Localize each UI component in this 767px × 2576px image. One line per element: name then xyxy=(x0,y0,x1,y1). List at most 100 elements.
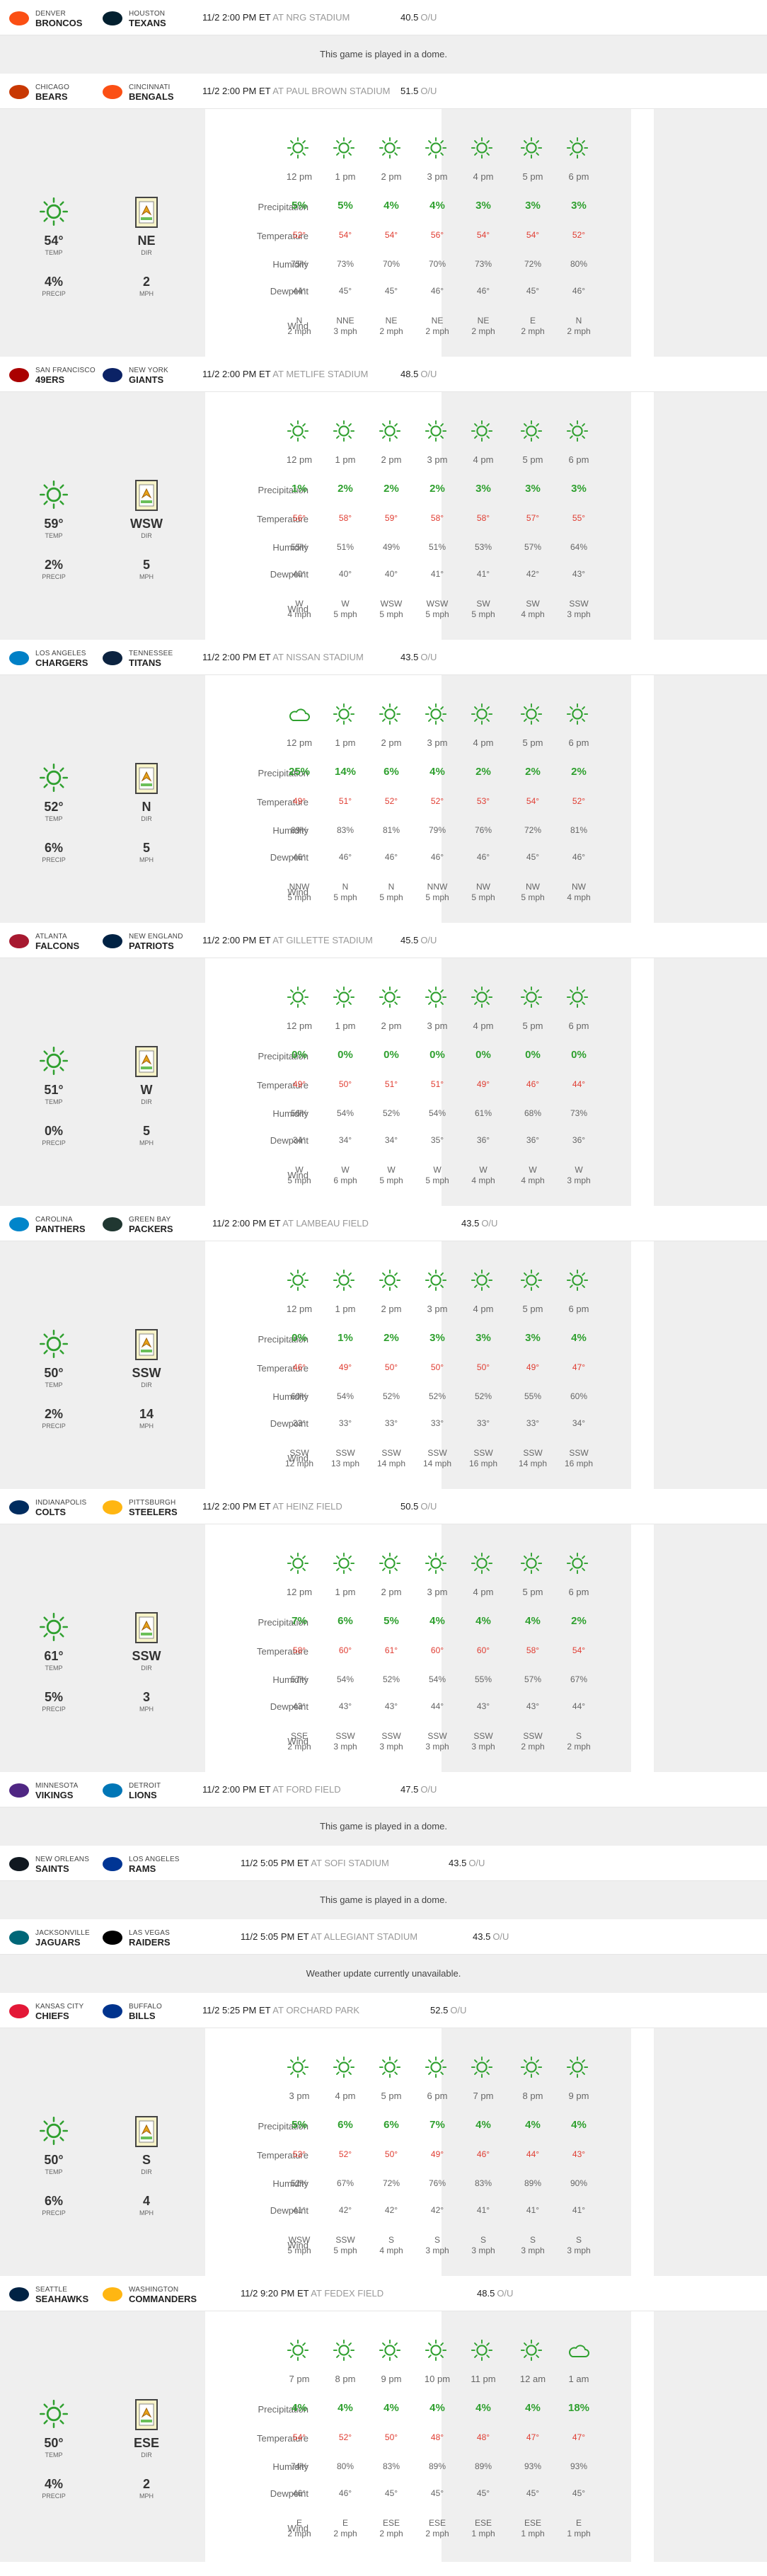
away-team[interactable]: SAN FRANCISCO 49ERS xyxy=(7,362,96,389)
home-team[interactable]: BUFFALO BILLS xyxy=(100,1998,162,2025)
temp-value: 54° xyxy=(384,230,398,240)
wind-direction: SSW xyxy=(473,1448,493,1458)
team-logo-icon xyxy=(9,1500,29,1514)
away-team[interactable]: CAROLINA PANTHERS xyxy=(7,1211,86,1238)
hourly-column-shade xyxy=(654,2028,767,2279)
current-wind-dir: ESE xyxy=(133,2436,160,2450)
precip-value: 4% xyxy=(429,1615,445,1627)
temp-row-label: Temperature xyxy=(257,1080,308,1091)
humidity-value: 49% xyxy=(382,542,400,552)
hour-label: 9 pm xyxy=(568,2091,589,2101)
home-team-name-block: LAS VEGAS RAIDERS xyxy=(129,1928,171,1947)
away-team-name-block: SEATTLE SEAHAWKS xyxy=(35,2285,88,2304)
current-temp: 61° xyxy=(44,1649,64,1663)
home-team[interactable]: LAS VEGAS RAIDERS xyxy=(100,1924,171,1951)
wind-speed: 2 mph xyxy=(567,1742,591,1752)
over-under: 52.5 O/U xyxy=(430,1993,466,2028)
humidity-value: 51% xyxy=(336,542,354,552)
wind-row-label: Wind xyxy=(287,2523,308,2534)
game-header: CHICAGO BEARS CINCINNATI BENGALS 11/2 2:00 P… xyxy=(0,74,767,109)
game-card: MINNESOTA VIKINGS DETROIT LIONS 11/2 2:00 PM… xyxy=(0,1772,767,1846)
home-team-nickname: RAMS xyxy=(129,1863,156,1874)
away-team[interactable]: MINNESOTA VIKINGS xyxy=(7,1777,79,1804)
humidity-row-label: Humidity xyxy=(272,825,308,836)
dewpoint-row-label: Dewpoint xyxy=(270,2488,308,2499)
current-precip-label: PRECIP xyxy=(42,1706,66,1713)
humidity-value: 67% xyxy=(570,1674,588,1684)
away-team[interactable]: KANSAS CITY CHIEFS xyxy=(7,1998,83,2025)
away-team[interactable]: ATLANTA FALCONS xyxy=(7,928,79,955)
over-under-label: O/U xyxy=(420,369,437,379)
dewpoint-value: 46° xyxy=(476,286,490,296)
precip-value: 3% xyxy=(571,200,587,212)
away-team[interactable]: NEW ORLEANS SAINTS xyxy=(7,1851,89,1878)
home-team[interactable]: HOUSTON TEXANS xyxy=(100,5,166,32)
current-precip: 4% xyxy=(44,2477,63,2491)
game-card: INDIANAPOLIS COLTS PITTSBURGH STEELERS 11/2 … xyxy=(0,1489,767,1775)
away-team-logo xyxy=(7,2284,31,2304)
away-team[interactable]: SEATTLE SEAHAWKS xyxy=(7,2281,88,2308)
wind-direction: N xyxy=(342,882,349,892)
wind-value: SSW 13 mph xyxy=(321,1448,370,1469)
away-team[interactable]: INDIANAPOLIS COLTS xyxy=(7,1494,86,1521)
home-team[interactable]: TENNESSEE TITANS xyxy=(100,645,173,672)
away-team-name-block: DENVER BRONCOS xyxy=(35,9,82,28)
hourly-column-shade xyxy=(654,1241,767,1492)
temp-value: 58° xyxy=(338,513,352,523)
wind-value: ESE 1 mph xyxy=(459,2518,508,2539)
forecast-body: 51° TEMP 0% PRECIP W DIR 5 MPH Precipitation Temp… xyxy=(0,958,767,1209)
dewpoint-row-label: Dewpoint xyxy=(270,1701,308,1712)
home-team-city: CINCINNATI xyxy=(129,84,171,91)
wind-direction: W xyxy=(341,1165,350,1175)
temp-value: 59° xyxy=(384,513,398,523)
hourly-column-shade xyxy=(442,109,631,360)
wind-row-label: Wind xyxy=(287,887,308,897)
away-team[interactable]: DENVER BRONCOS xyxy=(7,5,82,32)
home-team[interactable]: DETROIT LIONS xyxy=(100,1777,161,1804)
home-team[interactable]: GREEN BAY PACKERS xyxy=(100,1211,173,1238)
home-team[interactable]: NEW YORK GIANTS xyxy=(100,362,168,389)
home-team[interactable]: LOS ANGELES RAMS xyxy=(100,1851,180,1878)
temp-value: 51° xyxy=(338,796,352,806)
home-team-nickname: BILLS xyxy=(129,2011,156,2021)
wind-direction: W xyxy=(387,1165,396,1175)
wind-row-label: Wind xyxy=(287,1736,308,1747)
wind-speed: 5 mph xyxy=(379,609,403,619)
team-logo-icon xyxy=(9,1857,29,1871)
wind-direction: W xyxy=(529,1165,537,1175)
dewpoint-value: 34° xyxy=(572,1418,586,1428)
dewpoint-value: 46° xyxy=(572,852,586,862)
wind-speed: 3 mph xyxy=(567,1175,591,1185)
hourly-column-shade xyxy=(654,958,767,1209)
hour-label: 3 pm xyxy=(427,737,448,748)
team-logo-icon xyxy=(9,85,29,99)
home-team[interactable]: NEW ENGLAND PATRIOTS xyxy=(100,928,183,955)
dewpoint-value: 46° xyxy=(430,852,444,862)
precip-value: 0% xyxy=(292,1049,307,1061)
hour-label: 8 pm xyxy=(522,2091,543,2101)
wind-speed: 2 mph xyxy=(471,326,495,336)
wind-direction-icon xyxy=(134,2115,158,2148)
precip-value: 2% xyxy=(384,483,399,495)
temp-row-label: Temperature xyxy=(257,231,308,241)
home-team[interactable]: CINCINNATI BENGALS xyxy=(100,79,174,105)
sun-icon xyxy=(471,137,495,161)
home-team[interactable]: WASHINGTON COMMANDERS xyxy=(100,2281,197,2308)
current-conditions: 59° TEMP 2% PRECIP WSW DIR 5 MPH xyxy=(0,392,205,643)
home-team[interactable]: PITTSBURGH STEELERS xyxy=(100,1494,178,1521)
away-team[interactable]: JACKSONVILLE JAGUARS xyxy=(7,1924,90,1951)
sun-icon xyxy=(287,137,311,161)
hourly-grid: Precipitation Temperature Humidity Dewpoint… xyxy=(205,2028,767,2279)
wind-direction: WSW xyxy=(380,599,403,609)
away-team-name-block: SAN FRANCISCO 49ERS xyxy=(35,366,96,384)
wind-speed: 2 mph xyxy=(287,326,311,336)
precip-value: 4% xyxy=(475,1615,491,1627)
current-wind-mph-label: MPH xyxy=(139,1706,154,1713)
away-team[interactable]: CHICAGO BEARS xyxy=(7,79,69,105)
temp-value: 58° xyxy=(526,1645,540,1655)
precip-value: 4% xyxy=(475,2119,491,2131)
hourly-column-shade xyxy=(654,2311,767,2562)
away-team[interactable]: LOS ANGELES CHARGERS xyxy=(7,645,88,672)
